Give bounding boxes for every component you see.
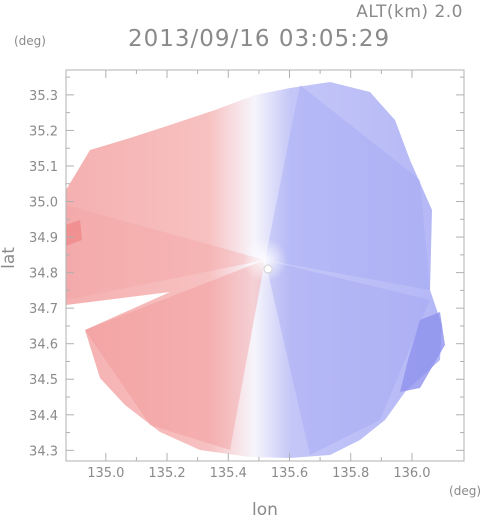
y-tick-label: 34.6 — [29, 338, 58, 353]
y-tick-label: 34.8 — [29, 267, 58, 282]
lon-unit-label: (deg) — [449, 484, 481, 498]
y-tick-label: 34.4 — [29, 409, 58, 424]
timestamp: 2013/09/16 03:05:29 — [128, 26, 391, 52]
x-tick-label: 135.4 — [210, 466, 247, 481]
y-tick-label: 34.3 — [29, 444, 58, 459]
x-tick-label: 136.0 — [393, 466, 430, 481]
x-axis-ticks: 135.0 135.2 135.4 135.6 135.8 136.0 — [87, 70, 431, 481]
outbound-sector — [66, 205, 265, 300]
y-tick-label: 35.1 — [29, 160, 58, 175]
inbound-lower-sector — [265, 260, 430, 455]
plot-frame — [65, 69, 465, 462]
radar-center-marker — [263, 264, 273, 274]
x-axis-label: lon — [252, 500, 278, 520]
y-tick-label: 35.0 — [29, 196, 58, 211]
x-tick-label: 135.6 — [271, 466, 308, 481]
altitude-label: ALT(km) 2.0 — [356, 2, 463, 22]
inbound-sector — [265, 85, 430, 290]
x-tick-label: 135.0 — [87, 466, 124, 481]
x-tick-label: 135.2 — [148, 466, 185, 481]
east-echo-cluster — [400, 312, 445, 392]
y-tick-label: 35.3 — [29, 89, 58, 104]
lat-unit-label: (deg) — [14, 34, 46, 48]
west-echo-cluster — [66, 220, 82, 246]
radar-center-glow — [243, 238, 287, 282]
y-tick-label: 34.7 — [29, 302, 58, 317]
y-tick-label: 34.5 — [29, 373, 58, 388]
plot-border — [65, 69, 465, 462]
y-axis-ticks: 34.3 34.4 34.5 34.6 34.7 34.8 34.9 35.0 35.1 35.2… — [29, 76, 464, 459]
y-tick-label: 35.2 — [29, 124, 58, 139]
y-tick-label: 34.9 — [29, 231, 58, 246]
x-tick-label: 135.8 — [332, 466, 369, 481]
outbound-lower-sector — [85, 260, 265, 450]
